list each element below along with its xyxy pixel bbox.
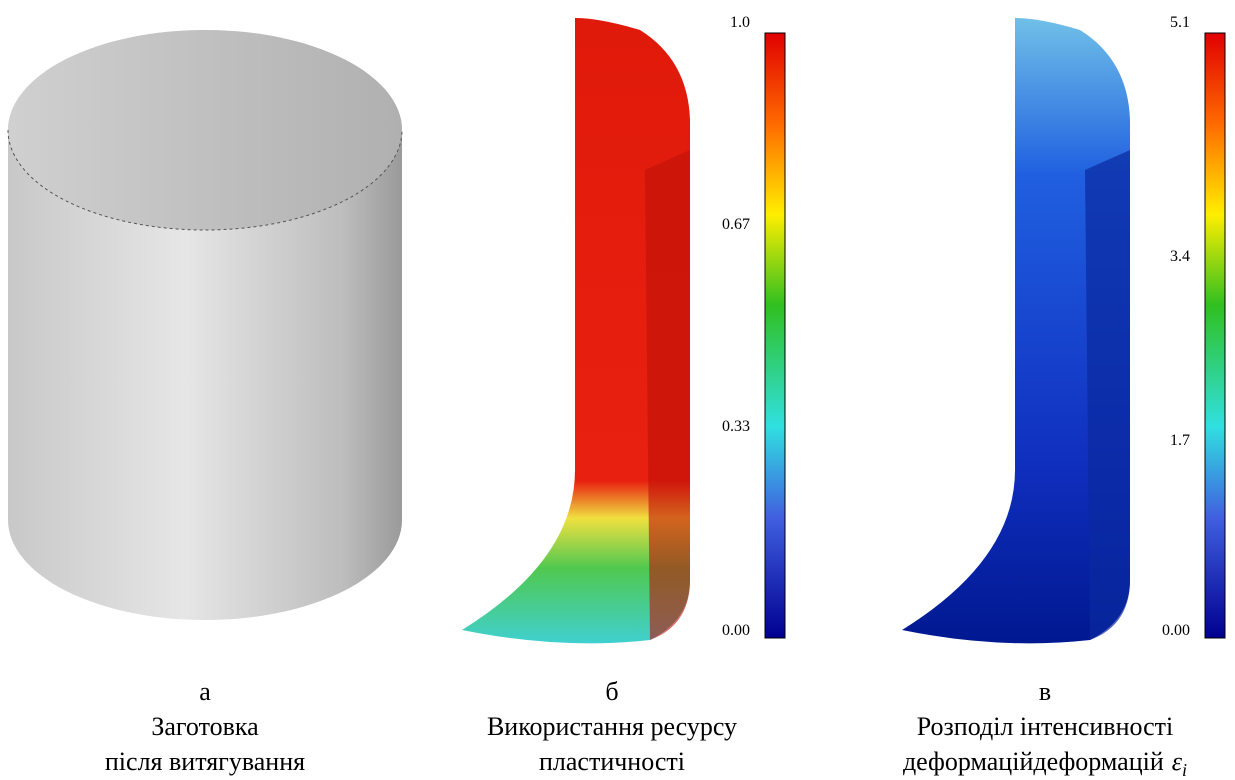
caption-text: деформацій bbox=[1033, 747, 1163, 776]
colorbar-label: 0.00 bbox=[1162, 622, 1190, 639]
colorbar bbox=[765, 33, 785, 638]
panel-letter: а bbox=[199, 677, 211, 706]
symbol-sub: i bbox=[1182, 760, 1187, 780]
colorbar-label: 0.00 bbox=[722, 622, 750, 639]
colorbar-label: 0.67 bbox=[722, 216, 750, 233]
colorbar-label: 5.1 bbox=[1170, 14, 1190, 31]
caption-line: Розподіл інтенсивності bbox=[917, 712, 1174, 741]
resource-model bbox=[462, 18, 690, 643]
figure: а Заготовка після витягування б Використання… bbox=[0, 0, 1235, 780]
caption-line: пластичності bbox=[539, 747, 685, 776]
caption-line: Використання ресурсу bbox=[487, 712, 737, 741]
colorbar-label: 1.0 bbox=[730, 14, 750, 31]
panel-letter: б bbox=[605, 677, 618, 706]
colorbar bbox=[1205, 33, 1225, 638]
colorbar-label: 0.33 bbox=[722, 418, 750, 435]
colorbar-label: 1.7 bbox=[1170, 432, 1190, 449]
panel-letter: в bbox=[1039, 677, 1051, 706]
strain-model bbox=[902, 18, 1130, 643]
caption-line: Заготовка bbox=[151, 712, 259, 741]
caption-line: після витягування bbox=[105, 747, 305, 776]
colorbar-label: 3.4 bbox=[1170, 248, 1190, 265]
cylinder bbox=[8, 30, 402, 620]
